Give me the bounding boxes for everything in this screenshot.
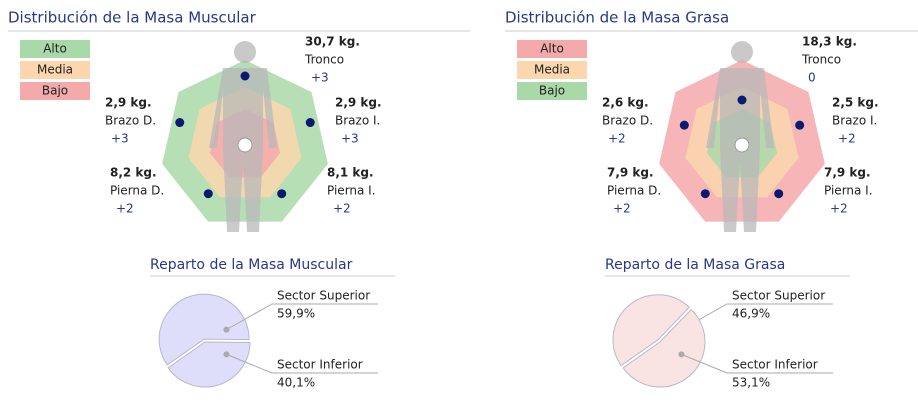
slice-value: 59,9% bbox=[277, 307, 315, 321]
segment-score: +3 bbox=[311, 71, 329, 85]
segment-dot bbox=[175, 118, 185, 128]
segment-dot bbox=[679, 120, 689, 130]
slice-label: Sector Inferior bbox=[732, 358, 818, 372]
segment-score: 0 bbox=[808, 71, 816, 85]
head bbox=[731, 41, 753, 63]
segment-name: Brazo D. bbox=[602, 114, 653, 128]
segment-score: +2 bbox=[838, 132, 856, 146]
segment-score: +2 bbox=[613, 202, 631, 216]
slice-label: Sector Superior bbox=[277, 289, 370, 303]
segment-name: Tronco bbox=[801, 53, 841, 67]
segment-dot bbox=[203, 189, 213, 199]
legend-swatch bbox=[517, 82, 587, 100]
slice-value: 46,9% bbox=[732, 307, 770, 321]
legend-label: Media bbox=[534, 63, 570, 77]
segment-dot bbox=[277, 189, 287, 199]
legend-label: Bajo bbox=[539, 84, 565, 98]
panel-title: Distribución de la Masa Grasa bbox=[505, 9, 729, 27]
segment-mass: 2,9 kg. bbox=[335, 96, 382, 110]
segment-score: +2 bbox=[608, 132, 626, 146]
segment-mass: 2,9 kg. bbox=[105, 96, 152, 110]
segment-dot bbox=[774, 189, 784, 199]
panel-title: Distribución de la Masa Muscular bbox=[8, 9, 257, 27]
legend-swatch bbox=[20, 61, 90, 79]
head bbox=[234, 41, 256, 63]
segment-mass: 8,1 kg. bbox=[327, 166, 374, 180]
segment-mass: 7,9 kg. bbox=[607, 166, 654, 180]
legend-swatch bbox=[20, 82, 90, 100]
segment-dot bbox=[240, 71, 250, 81]
leader-line bbox=[226, 353, 378, 374]
center bbox=[734, 137, 750, 153]
legend-label: Alto bbox=[43, 42, 67, 56]
legend-label: Bajo bbox=[42, 84, 68, 98]
legend-label: Media bbox=[37, 63, 73, 77]
segment-score: +2 bbox=[830, 202, 848, 216]
legend-swatch bbox=[517, 61, 587, 79]
legend-swatch bbox=[517, 40, 587, 58]
leader-line bbox=[226, 303, 378, 331]
segment-name: Brazo I. bbox=[335, 114, 380, 128]
segment-score: +3 bbox=[341, 132, 359, 146]
segment-name: Pierna I. bbox=[824, 184, 873, 198]
segment-mass: 8,2 kg. bbox=[110, 166, 157, 180]
pie-title: Reparto de la Masa Muscular bbox=[150, 257, 353, 273]
segment-score: +3 bbox=[111, 132, 129, 146]
segment-score: +2 bbox=[333, 202, 351, 216]
legend-swatch bbox=[20, 40, 90, 58]
center bbox=[237, 137, 253, 153]
segment-mass: 7,9 kg. bbox=[824, 166, 871, 180]
segment-name: Pierna D. bbox=[607, 184, 661, 198]
segment-dot bbox=[305, 118, 315, 128]
pie-slice bbox=[622, 308, 706, 388]
segment-name: Brazo D. bbox=[105, 114, 156, 128]
segment-mass: 18,3 kg. bbox=[802, 35, 857, 49]
segment-name: Tronco bbox=[304, 53, 344, 67]
segment-score: +2 bbox=[116, 202, 134, 216]
pie-slice bbox=[167, 341, 251, 388]
pie-slice bbox=[612, 294, 690, 367]
segment-mass: 2,6 kg. bbox=[602, 96, 649, 110]
slice-value: 40,1% bbox=[277, 376, 315, 390]
slice-value: 53,1% bbox=[732, 376, 770, 390]
segment-mass: 30,7 kg. bbox=[305, 35, 360, 49]
pie-title: Reparto de la Masa Grasa bbox=[605, 257, 785, 273]
leader-line bbox=[681, 353, 833, 374]
segment-name: Brazo I. bbox=[832, 114, 877, 128]
segment-name: Pierna D. bbox=[110, 184, 164, 198]
slice-label: Sector Inferior bbox=[277, 358, 363, 372]
legend-label: Alto bbox=[540, 42, 564, 56]
segment-name: Pierna I. bbox=[327, 184, 376, 198]
segment-mass: 2,5 kg. bbox=[832, 96, 879, 110]
segment-dot bbox=[700, 189, 710, 199]
slice-label: Sector Superior bbox=[732, 289, 825, 303]
segment-dot bbox=[795, 120, 805, 130]
segment-dot bbox=[737, 95, 747, 105]
